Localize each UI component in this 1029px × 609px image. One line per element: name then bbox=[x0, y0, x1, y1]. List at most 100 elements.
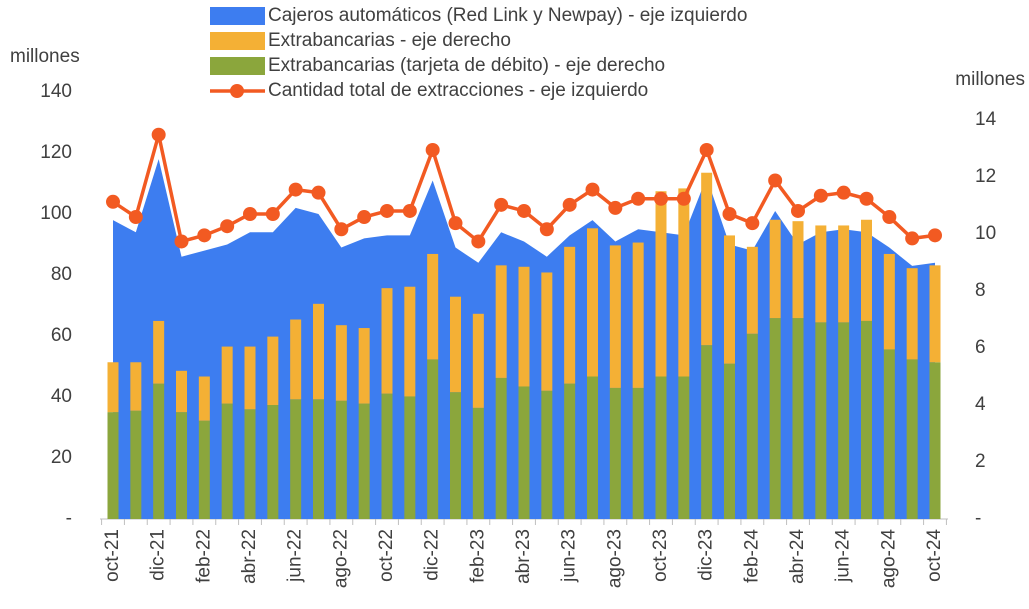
y2-tick-label: 6 bbox=[975, 337, 986, 358]
bar bbox=[655, 376, 667, 519]
bar bbox=[883, 349, 895, 519]
bar bbox=[244, 409, 256, 519]
bar bbox=[267, 336, 279, 405]
x-tick-label: abr-22 bbox=[239, 529, 260, 584]
bar bbox=[107, 412, 119, 519]
y-tick-label: 40 bbox=[51, 386, 72, 407]
bar bbox=[724, 363, 735, 519]
bar bbox=[518, 266, 530, 387]
bar bbox=[906, 268, 918, 360]
bar bbox=[176, 370, 187, 413]
bar bbox=[746, 333, 758, 519]
x-tick-label: abr-24 bbox=[787, 529, 808, 584]
line bbox=[112, 134, 936, 245]
bar bbox=[130, 362, 142, 411]
bar bbox=[427, 359, 439, 519]
line-marker bbox=[357, 210, 372, 225]
y2-tick-label: 4 bbox=[975, 394, 986, 415]
bar bbox=[632, 387, 644, 519]
line-marker bbox=[654, 191, 668, 206]
line-marker bbox=[517, 203, 531, 218]
line-marker bbox=[722, 207, 737, 221]
line-marker bbox=[288, 182, 303, 197]
bar bbox=[313, 399, 324, 519]
bar bbox=[518, 386, 530, 519]
line-marker bbox=[836, 185, 851, 200]
bar bbox=[381, 288, 393, 394]
line-marker bbox=[220, 219, 235, 234]
legend-swatch bbox=[210, 7, 265, 25]
x-tick-label: feb-24 bbox=[741, 529, 762, 583]
bar bbox=[221, 403, 233, 519]
y-tick-label: 120 bbox=[40, 142, 72, 163]
x-tick-label: oct-23 bbox=[650, 529, 671, 582]
bar bbox=[701, 345, 713, 519]
y2-tick-label: 12 bbox=[975, 166, 996, 187]
line-marker bbox=[151, 127, 166, 142]
y-axis-label: millones bbox=[10, 46, 80, 67]
x-tick-label: abr-23 bbox=[513, 529, 534, 584]
bar bbox=[815, 322, 827, 519]
line-marker bbox=[380, 203, 394, 218]
line-marker bbox=[174, 234, 189, 249]
line-marker bbox=[745, 216, 760, 231]
bar bbox=[495, 377, 507, 519]
bar bbox=[929, 362, 941, 519]
line-marker bbox=[128, 210, 143, 225]
bar bbox=[815, 225, 827, 323]
line-marker bbox=[585, 182, 600, 197]
y-tick-label: 100 bbox=[40, 203, 72, 224]
bar bbox=[861, 320, 872, 519]
y2-tick-label: 14 bbox=[975, 109, 997, 130]
line-marker bbox=[882, 210, 897, 225]
x-tick-label: feb-23 bbox=[467, 529, 488, 583]
y-tick-label: 80 bbox=[51, 264, 72, 285]
bar bbox=[678, 188, 690, 377]
bar bbox=[153, 320, 165, 384]
bar bbox=[883, 253, 895, 350]
y2-tick-label: 2 bbox=[975, 451, 986, 472]
bar bbox=[404, 286, 416, 397]
bar bbox=[655, 191, 667, 377]
line-marker bbox=[494, 197, 509, 212]
bar bbox=[427, 253, 439, 360]
bar bbox=[541, 272, 553, 391]
bar bbox=[541, 390, 553, 519]
bar bbox=[472, 407, 484, 519]
line-marker bbox=[859, 191, 874, 206]
bar bbox=[472, 313, 484, 408]
legend-label: Extrabancarias (tarjeta de débito) - eje… bbox=[268, 55, 665, 76]
bar bbox=[404, 396, 416, 519]
x-tick-label: jun-23 bbox=[559, 529, 580, 583]
x-tick-label: oct-24 bbox=[924, 529, 945, 582]
x-tick-label: dic-23 bbox=[696, 529, 717, 581]
x-tick-label: jun-24 bbox=[833, 529, 854, 583]
bar bbox=[861, 219, 872, 321]
line-marker bbox=[243, 207, 257, 221]
x-tick-label: ago-24 bbox=[878, 529, 899, 589]
legend-swatch bbox=[210, 32, 265, 50]
bar bbox=[495, 265, 507, 378]
bar bbox=[290, 399, 302, 519]
bar bbox=[587, 376, 598, 519]
line-marker bbox=[905, 231, 920, 246]
line-marker bbox=[791, 203, 805, 218]
bar bbox=[769, 318, 781, 519]
bar bbox=[358, 403, 370, 519]
bar bbox=[244, 346, 256, 410]
x-tick-label: feb-22 bbox=[193, 529, 214, 583]
bar bbox=[564, 246, 576, 384]
bar bbox=[335, 400, 347, 519]
line-marker bbox=[448, 216, 463, 231]
x-tick-label: ago-22 bbox=[330, 529, 351, 588]
bar bbox=[587, 228, 598, 377]
bar bbox=[746, 246, 758, 334]
bar bbox=[724, 235, 735, 364]
line-marker bbox=[676, 191, 691, 206]
y-tick-label: 140 bbox=[40, 81, 72, 102]
bar bbox=[450, 392, 461, 519]
x-tick-label: dic-22 bbox=[422, 529, 443, 581]
y-tick-label: 20 bbox=[51, 447, 72, 468]
line-marker bbox=[928, 228, 942, 243]
line-marker bbox=[768, 173, 783, 188]
